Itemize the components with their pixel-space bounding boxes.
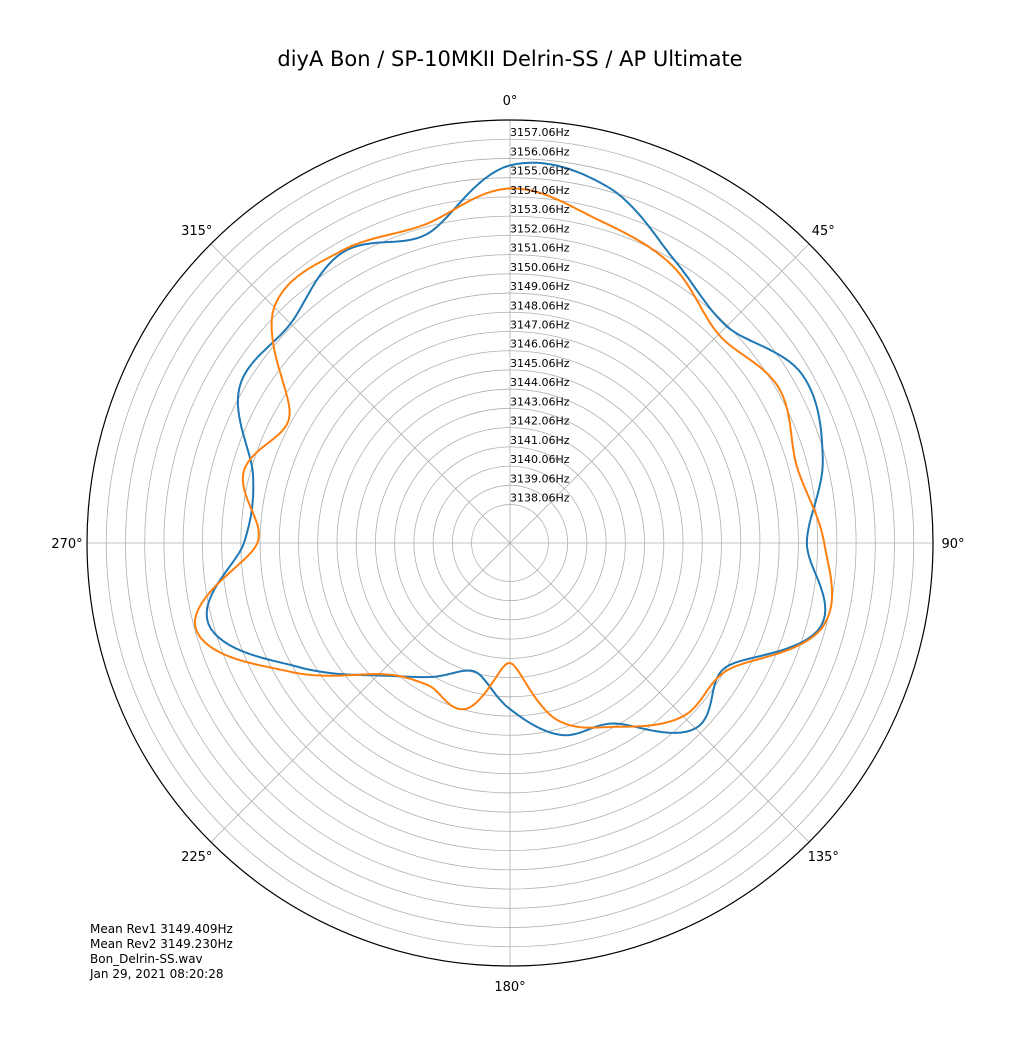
radial-tick-label: 3143.06Hz [510, 395, 570, 408]
angle-label: 45° [812, 224, 835, 239]
chart-title: diyA Bon / SP-10MKII Delrin-SS / AP Ulti… [277, 47, 742, 71]
series-line-2 [193, 187, 834, 729]
radial-tick-label: 3154.06Hz [510, 184, 570, 197]
grid-spoke [210, 243, 511, 544]
grid-spoke [509, 542, 810, 843]
info-block: Mean Rev1 3149.409Hz Mean Rev2 3149.230H… [90, 922, 233, 982]
radial-tick-label: 3138.06Hz [510, 492, 570, 505]
series-group [193, 161, 834, 737]
timestamp-text: Jan 29, 2021 08:20:28 [90, 967, 224, 981]
angle-labels: 0° 45° 90° 135° 180° 225° 270° 315° [51, 94, 964, 995]
mean-rev2-text: Mean Rev2 3149.230Hz [90, 937, 233, 951]
angle-label: 135° [808, 850, 839, 865]
radial-tick-label: 3140.06Hz [510, 453, 570, 466]
radial-tick-label: 3148.06Hz [510, 299, 570, 312]
radial-tick-label: 3144.06Hz [510, 376, 570, 389]
filename-text: Bon_Delrin-SS.wav [90, 952, 203, 966]
radial-tick-label: 3152.06Hz [510, 222, 570, 235]
angle-label: 270° [51, 537, 82, 552]
angle-label: 90° [941, 537, 964, 552]
outer-frame [86, 119, 934, 967]
radial-tick-label: 3145.06Hz [510, 357, 570, 370]
radial-tick-label: 3155.06Hz [510, 165, 570, 178]
radial-tick-label: 3156.06Hz [510, 145, 570, 158]
grid-spoke [210, 542, 511, 843]
radial-tick-label: 3157.06Hz [510, 126, 570, 139]
radial-tick-label: 3141.06Hz [510, 434, 570, 447]
polar-grid [86, 119, 934, 967]
radial-tick-label: 3150.06Hz [510, 261, 570, 274]
angle-label: 225° [181, 850, 212, 865]
radial-tick-labels: 3138.06Hz 3139.06Hz 3140.06Hz 3141.06Hz 3142… [510, 126, 570, 504]
radial-tick-label: 3142.06Hz [510, 415, 570, 428]
radial-tick-label: 3147.06Hz [510, 319, 570, 332]
angle-label: 180° [494, 980, 525, 995]
radial-tick-label: 3151.06Hz [510, 242, 570, 255]
series-line-1 [205, 161, 827, 737]
angle-label: 0° [503, 94, 518, 109]
radial-tick-label: 3149.06Hz [510, 280, 570, 293]
angle-label: 315° [181, 224, 212, 239]
radial-tick-label: 3153.06Hz [510, 203, 570, 216]
grid-spoke [509, 243, 810, 544]
radial-tick-label: 3139.06Hz [510, 472, 570, 485]
radial-tick-label: 3146.06Hz [510, 338, 570, 351]
mean-rev1-text: Mean Rev1 3149.409Hz [90, 922, 233, 936]
